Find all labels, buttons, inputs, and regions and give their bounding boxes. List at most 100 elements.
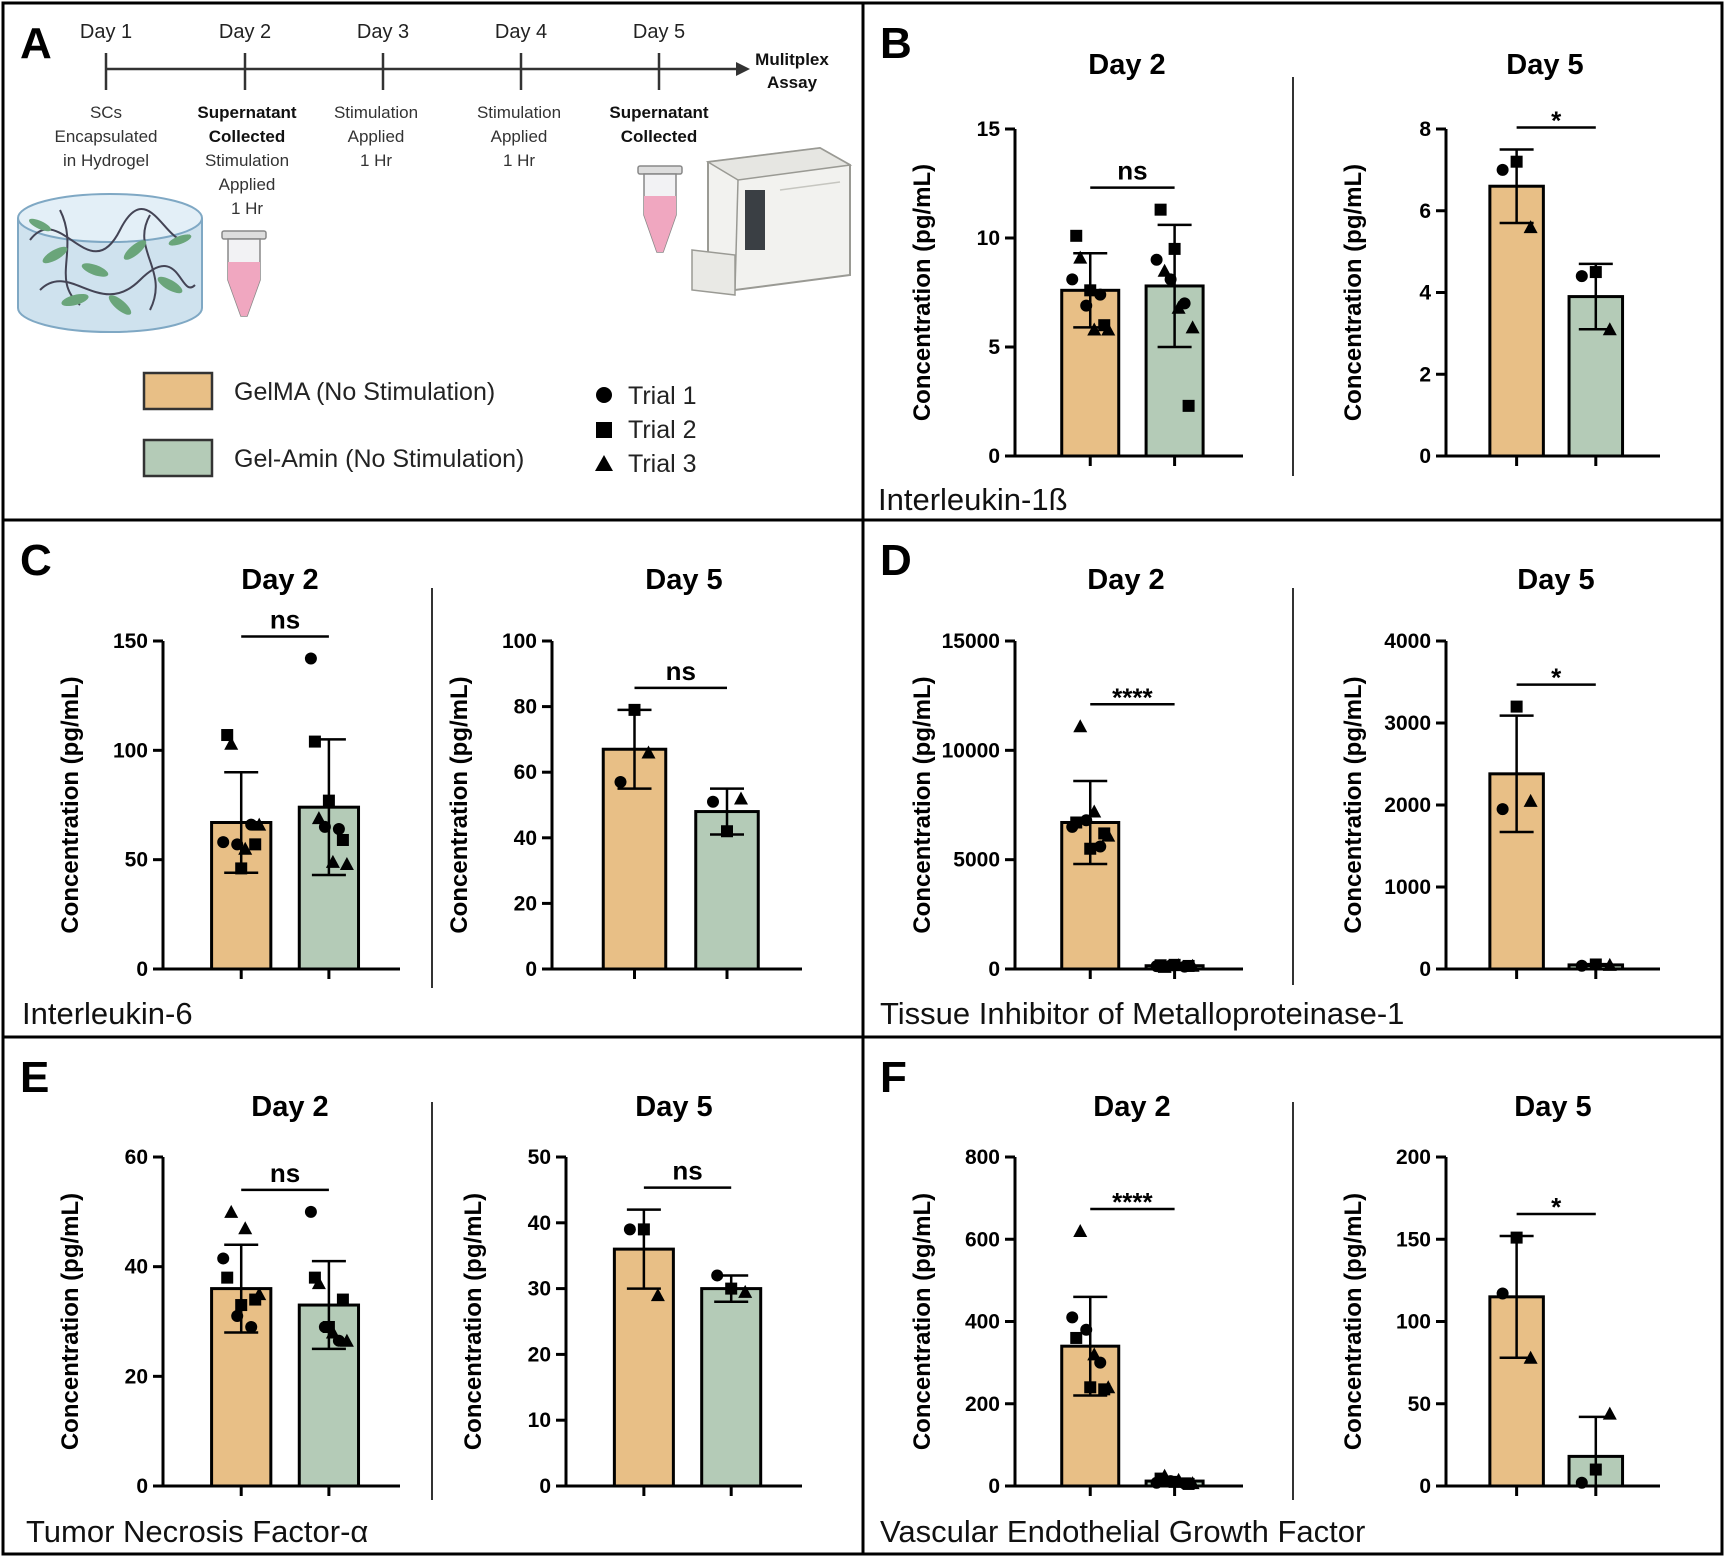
data-point-trial3: [224, 1204, 239, 1218]
y-tick-label: 20: [528, 1343, 551, 1366]
y-tick-label: 200: [1396, 1146, 1431, 1169]
data-point-trial1: [1150, 253, 1163, 266]
data-point-trial3: [1087, 322, 1102, 336]
data-point-trial1: [707, 795, 719, 808]
step4-line3: 1 Hr: [503, 151, 535, 170]
data-point-trial3: [1523, 793, 1538, 807]
y-tick-label: 0: [1419, 958, 1431, 981]
y-tick-label: 100: [1396, 1311, 1431, 1334]
data-point-trial2: [308, 735, 321, 748]
data-point-trial3: [224, 736, 239, 750]
data-point-trial3: [325, 854, 340, 868]
data-point-trial2: [637, 1223, 650, 1236]
data-point-trial1: [711, 1269, 724, 1282]
data-point-trial3: [1157, 263, 1172, 277]
legend-label-trial3: Trial 3: [628, 450, 697, 478]
timeline-day-5: Day 5: [633, 21, 685, 43]
data-point-trial2: [1589, 266, 1602, 279]
significance-label: ns: [672, 1156, 702, 1186]
data-point-trial2: [1070, 1331, 1083, 1344]
data-point-trial3: [238, 1221, 253, 1235]
data-point-trial3: [311, 1276, 326, 1290]
significance-label: ns: [1117, 156, 1147, 186]
y-tick-label: 800: [965, 1146, 1000, 1169]
significance-label: ****: [1112, 682, 1153, 712]
significance-label: ns: [270, 604, 300, 634]
y-tick-label: 150: [1396, 1228, 1431, 1251]
y-tick-label: 60: [125, 1146, 148, 1169]
legend-marker-trial3: [595, 455, 613, 471]
data-point-trial1: [332, 823, 345, 836]
significance-label: ns: [270, 1158, 300, 1188]
data-point-trial3: [1073, 1224, 1088, 1238]
y-tick-label: 8: [1419, 118, 1431, 141]
tube-icon-2: [637, 165, 683, 253]
y-tick-label: 6: [1419, 200, 1431, 223]
y-tick-label: 20: [514, 892, 537, 915]
data-point-trial1: [1080, 299, 1093, 312]
data-point-trial2: [1510, 1231, 1523, 1244]
data-point-trial3: [641, 745, 656, 759]
y-tick-label: 20: [125, 1365, 148, 1388]
data-point-trial1: [217, 1252, 230, 1265]
legend: GelMA (No Stimulation) Gel-Amin (No Stim…: [142, 371, 697, 478]
day-dividers: [431, 77, 1294, 1500]
data-point-trial1: [304, 652, 317, 665]
significance-label: *: [1551, 105, 1562, 135]
timeline-end-label-1: Mulitplex: [755, 50, 829, 69]
data-point-trial3: [1171, 1472, 1186, 1486]
y-tick-label: 100: [502, 630, 537, 653]
data-point-trial2: [336, 833, 349, 846]
legend-label-gelma: GelMA (No Stimulation): [234, 378, 495, 406]
data-point-trial3: [738, 1284, 753, 1298]
chart-e-day-2: Day 2 Concentration (pg/mL) 0 20 40 60 ns: [57, 1091, 400, 1498]
legend-marker-trial1: [596, 387, 612, 403]
bar-gelma: [1488, 184, 1545, 458]
y-tick-label: 0: [136, 1475, 148, 1498]
data-point-trial2: [1589, 1463, 1602, 1476]
data-point-trial1: [245, 1320, 258, 1333]
data-point-trial1: [614, 776, 627, 789]
data-point-trial2: [322, 794, 335, 807]
panel-letter-f: F: [880, 1053, 907, 1102]
data-point-trial1: [1496, 163, 1509, 176]
y-axis-label: Concentration (pg/mL): [1340, 164, 1367, 421]
y-tick-label: 0: [136, 958, 148, 981]
data-point-trial2: [221, 1271, 234, 1284]
data-point-trial1: [1094, 840, 1107, 853]
y-tick-label: 150: [113, 630, 148, 653]
chart-c-day-2: Day 2 Concentration (pg/mL) 0 50 100 150 ns: [57, 564, 400, 981]
y-axis-label: Concentration (pg/mL): [460, 1193, 487, 1450]
data-point-trial1: [304, 1205, 317, 1218]
chart-title: Day 2: [241, 564, 318, 596]
data-point-trial2: [1510, 700, 1523, 713]
timeline-day-2: Day 2: [219, 21, 271, 43]
panel-letter-b: B: [880, 19, 912, 68]
chart-f-day-5: Day 5 Concentration (pg/mL) 0 50 100 150 200 *: [1340, 1091, 1660, 1498]
data-point-trial3: [1101, 828, 1116, 842]
step5-bold2: Collected: [621, 127, 698, 146]
data-point-trial2: [1084, 842, 1097, 855]
significance-label: ns: [666, 656, 696, 686]
tube-icon: [221, 230, 267, 317]
step2-bold2: Collected: [209, 127, 286, 146]
data-point-trial1: [1496, 1287, 1509, 1300]
panel-letter-a: A: [20, 19, 52, 68]
significance-label: ****: [1112, 1187, 1153, 1217]
y-tick-label: 0: [1419, 445, 1431, 468]
data-point-trial2: [1182, 399, 1195, 412]
data-point-trial3: [1087, 1347, 1102, 1361]
data-point-trial2: [1070, 229, 1083, 242]
step2-line1: Stimulation: [205, 151, 289, 170]
error-bar: [626, 1208, 661, 1290]
timeline-day-4: Day 4: [495, 21, 547, 43]
cytokine-label-d: Tissue Inhibitor of Metalloproteinase-1: [880, 996, 1404, 1031]
chart-title: Day 2: [1088, 49, 1165, 81]
step4-line1: Stimulation: [477, 103, 561, 122]
y-tick-label: 0: [1419, 1475, 1431, 1498]
y-tick-label: 0: [988, 1475, 1000, 1498]
data-point-trial2: [725, 1282, 738, 1295]
bar-gelamin: [694, 810, 760, 971]
error-bar: [1499, 714, 1534, 834]
